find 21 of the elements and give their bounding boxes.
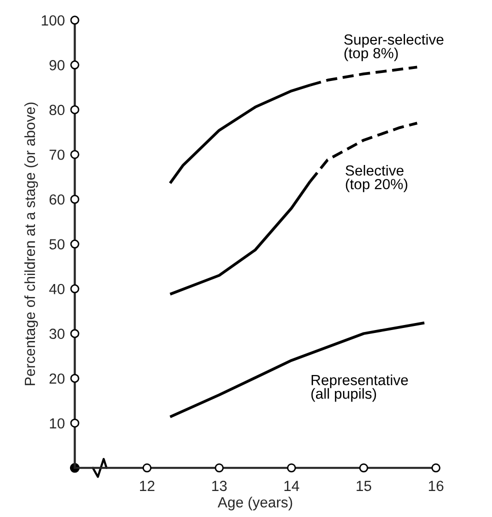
x-tick-label: 12 [140, 480, 154, 491]
text: Super-selective (top 8%) [344, 34, 444, 62]
y-tick-label: 100 [42, 15, 64, 26]
y-tick-label: 80 [49, 104, 64, 116]
series-label: Representative (all pupils) [311, 374, 408, 402]
y-tick-label: 70 [50, 150, 64, 160]
y-axis-title: Percentage of children at a stage (or above) [24, 102, 38, 386]
y-tick-label: 40 [49, 284, 64, 294]
x-tick-label: 13 [212, 480, 227, 492]
y-tick-label: 50 [49, 239, 64, 250]
x-tick-label: 14 [284, 480, 300, 491]
y-tick-label: 90 [50, 60, 64, 70]
x-tick-label: 15 [356, 480, 372, 492]
y-tick-label: 60 [50, 194, 64, 205]
y-tick-label: 10 [50, 418, 64, 429]
y-tick-label: 30 [49, 328, 64, 339]
text: Selective (top 20%) [346, 164, 408, 192]
line-series [168, 321, 426, 418]
x-tick-label: 16 [428, 480, 444, 492]
y-tick-label: 20 [50, 373, 64, 384]
x-axis-title: Age (years) [218, 496, 292, 510]
